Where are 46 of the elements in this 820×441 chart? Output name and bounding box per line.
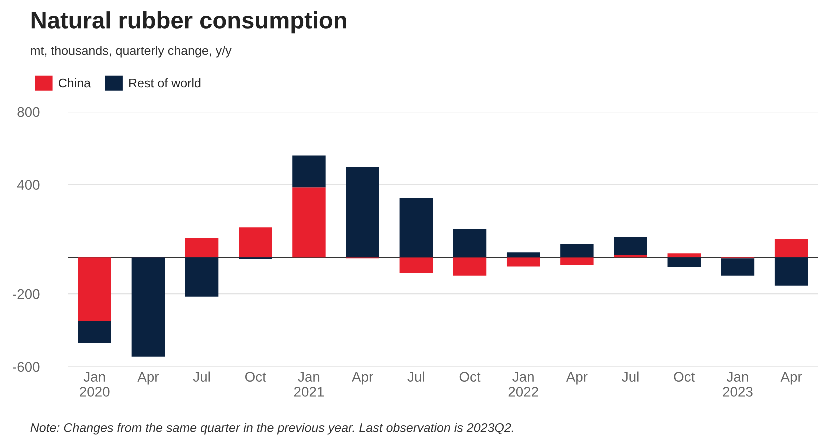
bar: [453, 229, 487, 258]
bar: [346, 168, 380, 258]
bar: [132, 258, 166, 357]
bar: [506, 258, 540, 267]
bar: [668, 254, 701, 258]
x-tick-label: Apr: [566, 372, 588, 385]
legend-label: China: [58, 78, 92, 88]
x-tick-label: Jul: [408, 372, 424, 382]
bar: [78, 321, 112, 344]
x-tick-label: Oct: [245, 372, 266, 382]
x-tick-label: Apr: [780, 372, 802, 385]
bar: [506, 252, 540, 258]
bar: [560, 258, 594, 265]
x-tick-label: Oct: [460, 372, 481, 382]
bar: [292, 188, 326, 258]
legend-label: Rest of world: [130, 78, 201, 88]
x-tick-label: Oct: [674, 372, 696, 382]
x-tick-label: Jan 2023: [723, 372, 753, 397]
bar: [668, 258, 701, 268]
bar: [292, 156, 326, 188]
x-tick-label: Jul: [622, 372, 639, 382]
bar: [400, 258, 434, 274]
x-tick-label: Apr: [352, 372, 374, 385]
bar: [400, 198, 434, 258]
chart-title: Natural rubber consumption: [32, 12, 346, 34]
bar: [453, 258, 487, 276]
bar: [774, 258, 808, 286]
x-tick-label: Jan 2022: [508, 372, 538, 397]
text: Note: Changes from the same quarter in the previous year. Last observation is 2023Q2.: [30, 423, 514, 435]
chart-subtitle: mt, thousands, quarterly change, y/y: [31, 46, 232, 58]
bar: [560, 244, 594, 258]
x-tick-label: Jan 2020: [80, 372, 110, 397]
bar: [774, 239, 808, 258]
y-tick-label: 400: [17, 180, 40, 190]
bar: [614, 237, 648, 256]
bar: [239, 228, 272, 258]
x-tick-label: Jul: [193, 372, 210, 382]
y-tick-label: -600: [13, 362, 40, 372]
bar: [185, 238, 219, 258]
y-tick-label: 800: [18, 107, 40, 118]
x-tick-label: Jan 2021: [294, 372, 324, 397]
bar: [721, 258, 755, 276]
y-tick-label: -200: [13, 289, 40, 300]
x-tick-label: Apr: [138, 372, 160, 385]
bar: [185, 258, 219, 297]
bar: [78, 258, 112, 322]
